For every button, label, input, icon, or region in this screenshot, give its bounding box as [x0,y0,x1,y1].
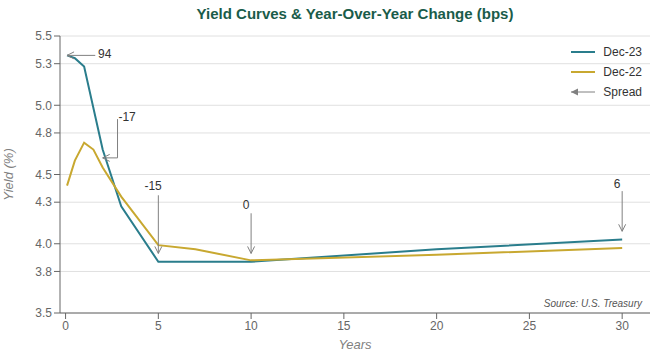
svg-text:4.3: 4.3 [35,195,52,209]
html-text:Yield Curves & Year-Over-Year: Yield Curves & Year-Over-Year Change (bp… [196,5,514,22]
svg-text:20: 20 [430,319,444,333]
svg-text:0: 0 [62,319,69,333]
svg-text:5.0: 5.0 [35,99,52,113]
svg-text:3.5: 3.5 [35,306,52,320]
svg-text:3.8: 3.8 [35,265,52,279]
svg-text:4.0: 4.0 [35,237,52,251]
html-text:Dec-23: Dec-23 [603,45,642,59]
svg-text:25: 25 [523,319,537,333]
svg-text:0: 0 [243,198,250,212]
svg-text:5: 5 [155,319,162,333]
html-text:Source: U.S. Treasury: Source: U.S. Treasury [543,298,642,309]
html-text:Spread: Spread [603,85,642,99]
svg-text:94: 94 [98,47,112,61]
svg-text:4.8: 4.8 [35,126,52,140]
svg-text:Years: Years [338,337,372,352]
svg-text:15: 15 [337,319,351,333]
svg-text:-15: -15 [144,179,162,193]
svg-text:10: 10 [244,319,258,333]
svg-text:5.3: 5.3 [35,57,52,71]
svg-text:30: 30 [615,319,629,333]
svg-text:6: 6 [614,177,621,191]
svg-text:-17: -17 [118,110,136,124]
html-text:Dec-22: Dec-22 [603,65,642,79]
svg-text:4.5: 4.5 [35,168,52,182]
svg-text:5.5: 5.5 [35,29,52,43]
svg-text:Yield (%): Yield (%) [1,148,16,201]
